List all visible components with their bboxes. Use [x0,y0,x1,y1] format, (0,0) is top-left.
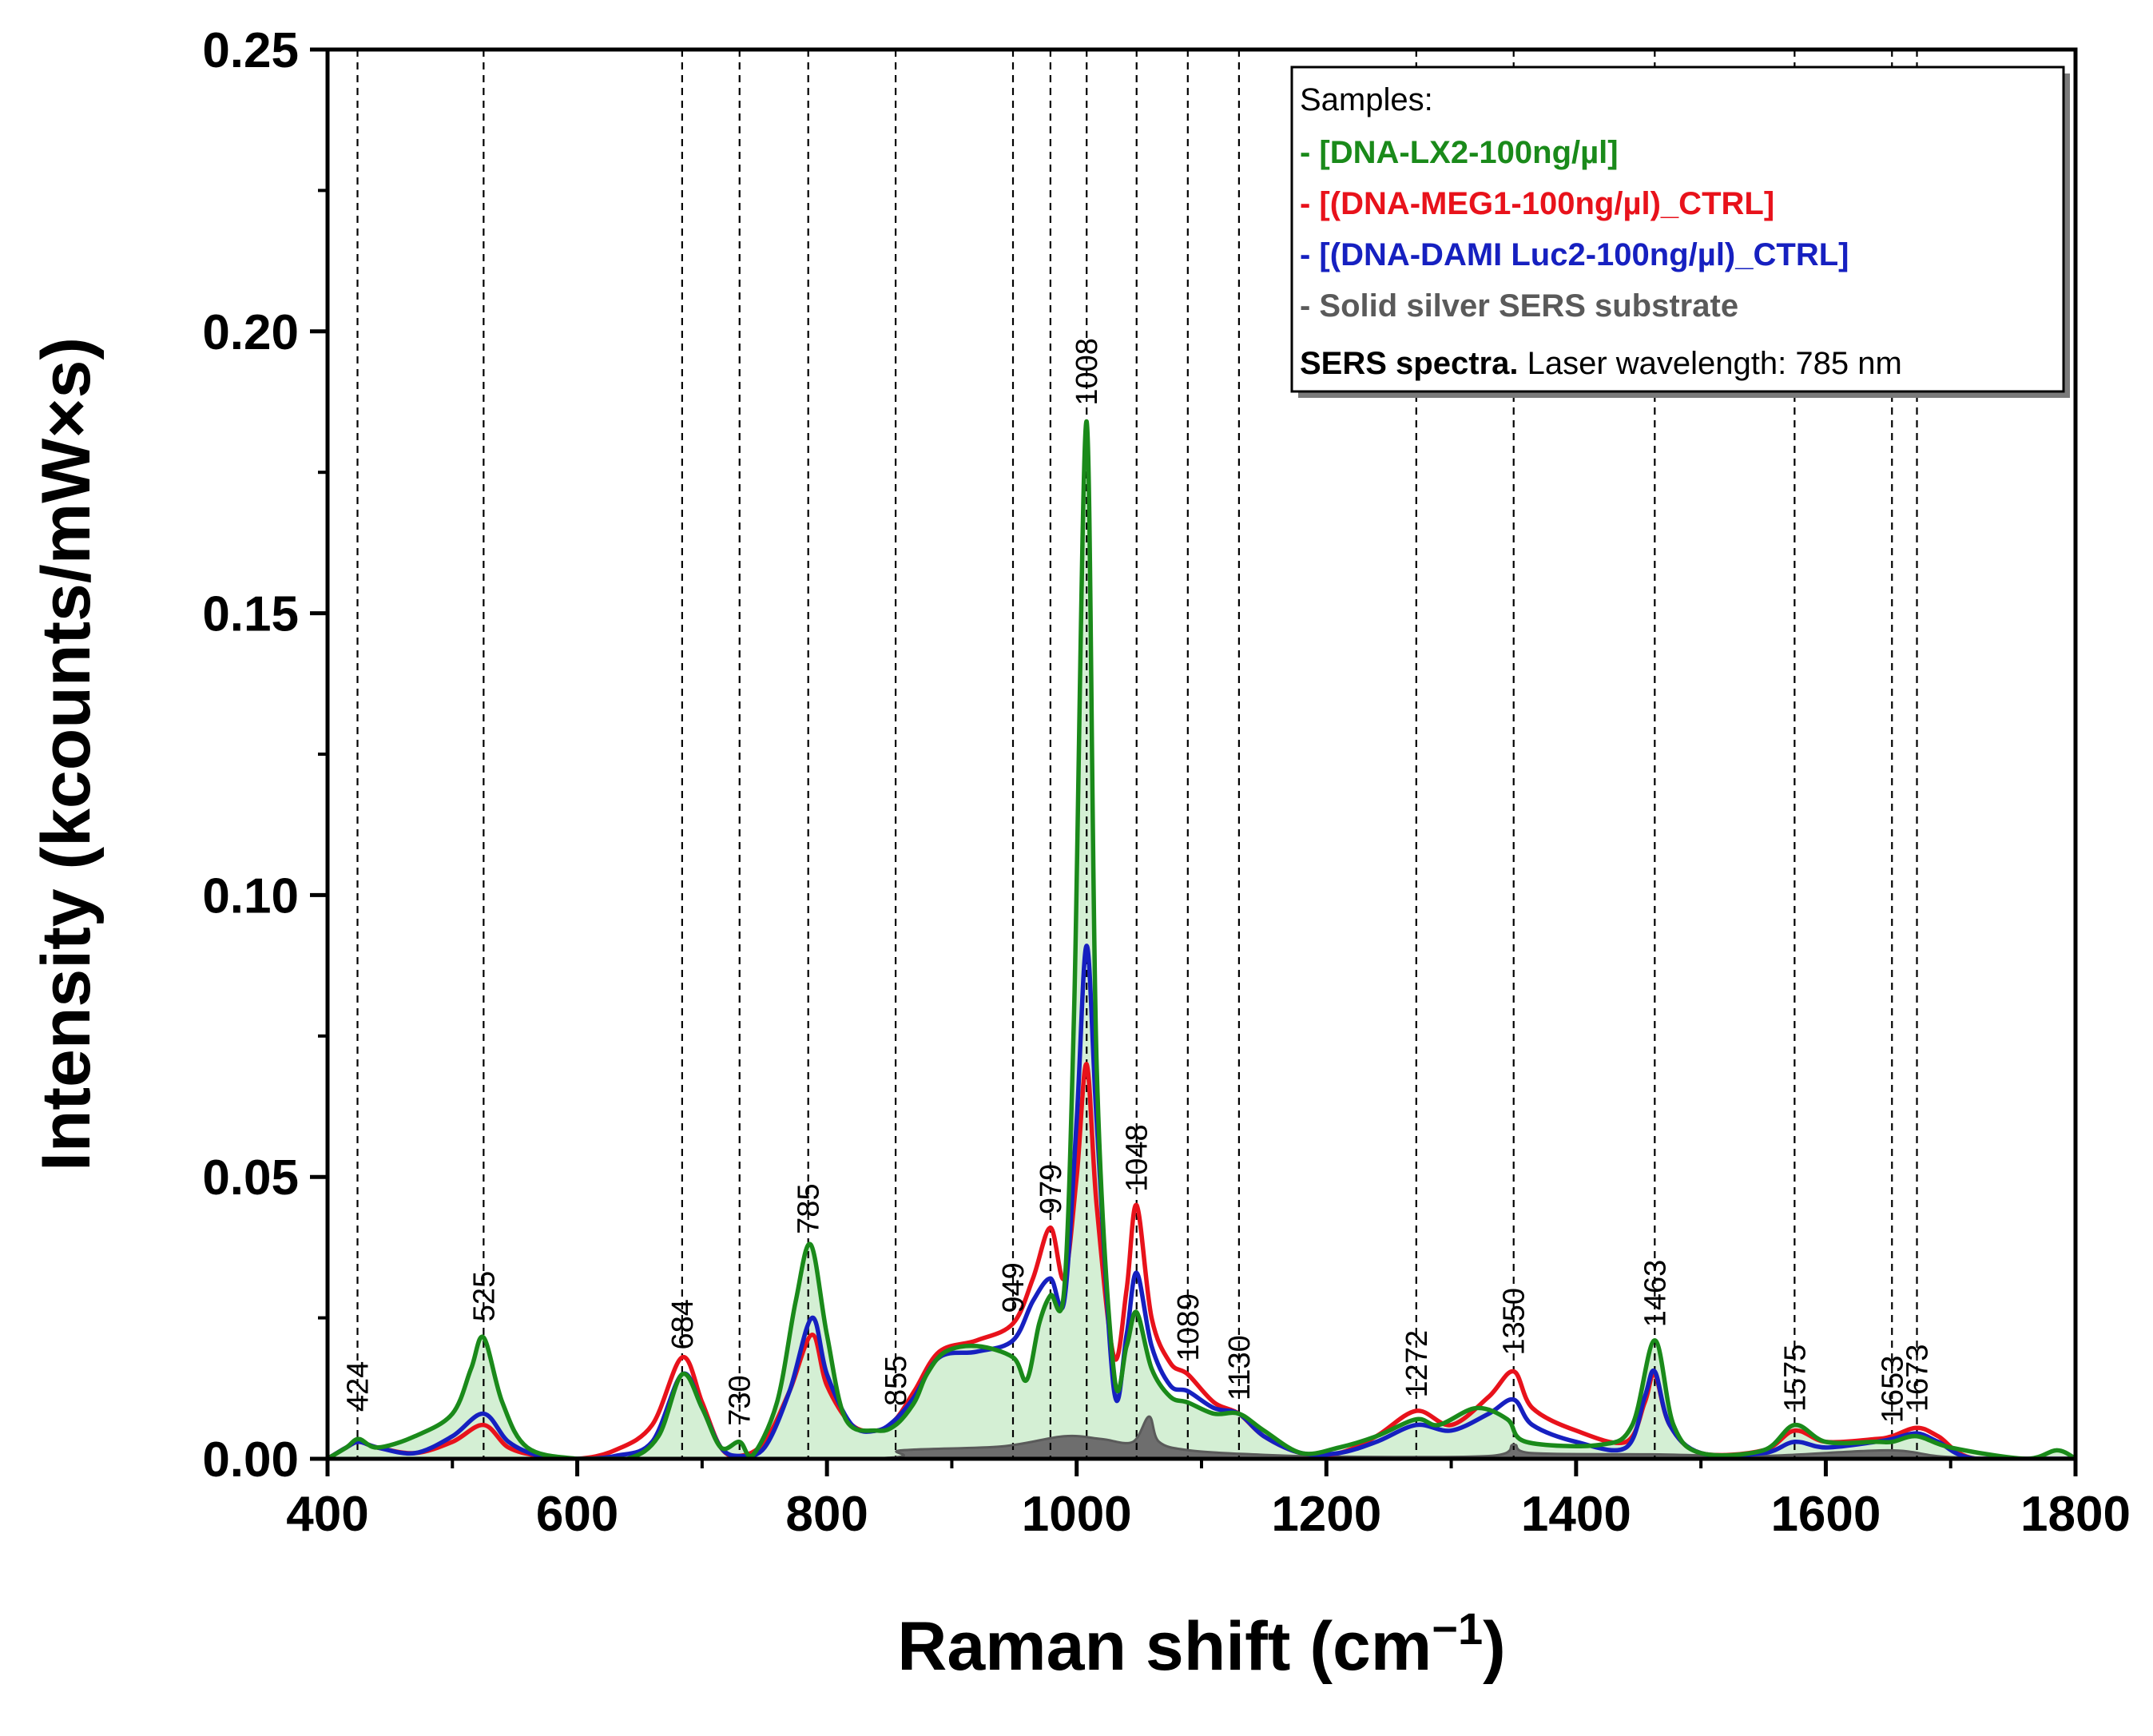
x-axis-title-superscript: −1 [1432,1603,1483,1654]
peak-label-979: 979 [1035,1164,1068,1214]
x-tick-label-800: 800 [785,1487,868,1542]
y-tick-label-3: 0.15 [202,587,299,642]
legend-entry-dna-meg1-100ng-l-ctrl: - [(DNA-MEG1-100ng/µl)_CTRL] [1300,186,1774,221]
y-tick-label-0: 0.00 [202,1432,299,1488]
peak-label-855: 855 [880,1356,913,1406]
y-tick-label-1: 0.05 [202,1150,299,1206]
peak-label-1653: 1653 [1876,1356,1909,1424]
legend-note-bold: SERS spectra. [1300,346,1518,381]
peak-label-1575: 1575 [1778,1345,1812,1412]
x-tick-label-1600: 1600 [1770,1487,1881,1542]
x-tick-label-1000: 1000 [1022,1487,1132,1542]
series-lines [328,419,2076,1459]
y-tick-label-4: 0.20 [202,305,299,360]
peak-label-1272: 1272 [1400,1330,1434,1398]
legend-title: Samples: [1300,82,1433,117]
x-axis-title: Raman shift (cm−1) [897,1603,1506,1685]
x-tick-label-400: 400 [286,1487,368,1542]
series-line-dna-lx2-100ng-l [328,419,2076,1459]
y-axis-title: Intensity (kcounts/mW×s) [28,337,105,1171]
legend-entry-solid-silver-sers-substrate: - Solid silver SERS substrate [1300,288,1738,324]
peak-label-1350: 1350 [1498,1288,1531,1356]
peak-label-684: 684 [666,1299,700,1349]
peak-label-1130: 1130 [1223,1335,1257,1400]
legend-box [1290,66,2065,393]
x-tick-label-1200: 1200 [1271,1487,1381,1542]
series-fills [328,421,2076,1459]
peak-label-1673: 1673 [1901,1345,1935,1412]
y-tick-label-5: 0.25 [202,23,299,78]
peak-label-1463: 1463 [1639,1260,1672,1328]
x-tick-label-1400: 1400 [1521,1487,1631,1542]
x-tick-label-1800: 1800 [2020,1487,2131,1542]
x-tick-label-600: 600 [536,1487,618,1542]
peak-label-424: 424 [342,1361,375,1412]
series-fill-solid-silver-sers-substrate [328,1416,2076,1459]
legend-note: SERS spectra. Laser wavelength: 785 nm [1300,346,1902,381]
peak-label-1089: 1089 [1172,1293,1206,1361]
peak-label-1048: 1048 [1121,1124,1154,1192]
y-tick-label-2: 0.10 [202,868,299,924]
peak-label-785: 785 [792,1183,826,1233]
series-line-solid-silver-sers-substrate [328,1415,2076,1459]
peak-label-1008: 1008 [1071,338,1104,406]
legend-entries: - [DNA-LX2-100ng/µl] - [(DNA-MEG1-100ng/µ… [1300,135,1849,324]
peak-label-949: 949 [997,1262,1031,1313]
series-line-dna-dami-luc2-100ng-l-ctrl [328,943,2076,1459]
peak-marker-labels: 424 525 684 730 785 855 949 979 1008 1048 1089 1130… [342,338,1935,1426]
legend: Samples: - [DNA-LX2-100ng/µl] - [(DNA-MEG… [1290,66,2070,398]
x-axis-title-main: Raman shift (cm [897,1608,1432,1685]
y-axis-ticks: 0.00 0.05 0.10 0.15 0.20 0.25 [202,23,328,1488]
x-axis-title-suffix: ) [1483,1608,1506,1685]
legend-note-text: Laser wavelength: 785 nm [1518,346,1901,381]
legend-entry-dna-lx2-100ng-l: - [DNA-LX2-100ng/µl] [1300,135,1619,170]
x-axis-ticks: 400 600 800 1000 1200 1400 1600 1800 [286,1459,2131,1542]
peak-label-525: 525 [467,1271,501,1321]
peak-label-730: 730 [724,1375,757,1425]
legend-entry-dna-dami-luc2-100ng-l-ctrl: - [(DNA-DAMI Luc2-100ng/µl)_CTRL] [1300,237,1849,272]
